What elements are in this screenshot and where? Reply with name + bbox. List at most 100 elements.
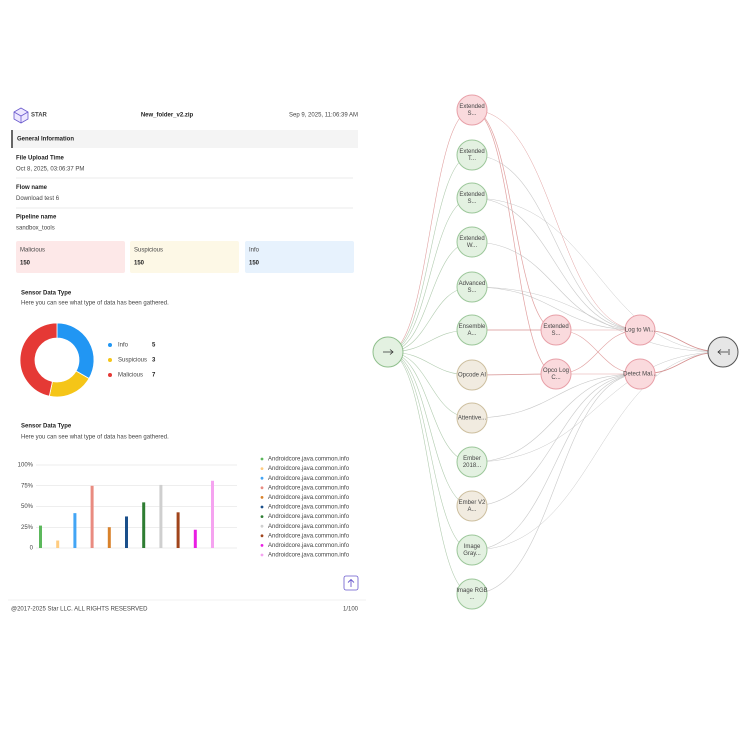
bar [125, 516, 128, 548]
flow-edge [471, 286, 724, 353]
node-label: 2018... [463, 463, 482, 469]
legend-dot [260, 524, 264, 528]
legend-label: Androidcore.java.common.info [268, 485, 350, 491]
node-label: S... [467, 199, 476, 205]
page-number: 1/100 [343, 607, 359, 613]
flow-edge [471, 241, 641, 331]
flow-edge [471, 373, 641, 507]
legend-dot [108, 343, 112, 347]
node-label: W... [467, 243, 478, 249]
legend-label: Androidcore.java.common.info [268, 466, 350, 472]
field-label: Flow name [16, 185, 48, 191]
field-label: File Upload Time [16, 156, 65, 162]
bar [56, 540, 60, 548]
flow-edge [471, 197, 724, 353]
flow-node [540, 358, 572, 390]
legend-dot [260, 544, 264, 547]
flow-node [456, 226, 488, 258]
file-name: New_folder_v2.zip [141, 113, 194, 119]
node-label: Ember [463, 456, 481, 462]
flow-edge [471, 351, 724, 551]
legend-dot [108, 373, 112, 377]
node-label: Image [464, 544, 481, 550]
bar [39, 525, 42, 548]
flow-node [456, 314, 488, 346]
copyright: @2017-2025 Star LLC. ALL RIGHTS RESESRVE… [11, 607, 148, 613]
bar [176, 512, 180, 548]
summary-card [16, 241, 125, 273]
flow-node [456, 490, 488, 522]
card-value: 150 [249, 261, 260, 267]
start-node[interactable] [372, 336, 404, 368]
legend-label: Androidcore.java.common.info [268, 457, 350, 463]
legend-value: 3 [152, 358, 156, 364]
summary-card [130, 241, 239, 273]
field-value: sandbox_tools [16, 226, 55, 232]
donut-slice [56, 322, 95, 380]
legend-label: Androidcore.java.common.info [268, 553, 350, 559]
legend-label: Androidcore.java.common.info [268, 533, 350, 539]
end-node[interactable] [707, 336, 739, 368]
report-date: Sep 9, 2025, 11:06:39 AM [289, 113, 358, 119]
flow-node [456, 182, 488, 214]
flow-edge [471, 286, 641, 331]
flow-node [456, 446, 488, 478]
logo-icon [13, 107, 29, 124]
flow-node [456, 94, 488, 126]
bar [107, 527, 111, 548]
legend-dot [260, 553, 264, 557]
legend-value: 5 [152, 343, 156, 349]
flow-node [456, 534, 488, 566]
flow-node [456, 402, 488, 434]
y-tick-label: 50% [21, 504, 34, 510]
flow-node [624, 314, 656, 346]
chart-subtitle: Here you can see what type of data has b… [21, 435, 169, 441]
section-bar [11, 130, 358, 148]
legend-dot [260, 534, 264, 538]
node-label: Extended [459, 192, 484, 198]
flow-edges [387, 109, 724, 595]
chart-title: Sensor Data Type [21, 291, 72, 297]
legend-dot [260, 515, 264, 518]
section-title: General Information [17, 137, 74, 143]
legend-label: Info [118, 343, 129, 349]
flow-edge [387, 351, 473, 595]
node-label: Advanced [459, 281, 486, 287]
legend-label: Androidcore.java.common.info [268, 514, 350, 520]
summary-card [245, 241, 354, 273]
node-label: A... [467, 507, 476, 513]
bar [142, 502, 146, 548]
bar [193, 529, 197, 548]
flow-edge [387, 351, 473, 551]
chart-title: Sensor Data Type [21, 424, 72, 430]
flow-edge [387, 109, 473, 353]
legend-label: Androidcore.java.common.info [268, 543, 350, 549]
card-label: Info [249, 248, 260, 254]
y-tick-label: 100% [18, 463, 34, 469]
legend-label: Androidcore.java.common.info [268, 476, 350, 482]
node-label: Attentive... [458, 416, 487, 422]
card-label: Malicious [20, 248, 45, 254]
legend-dot [260, 486, 264, 490]
legend-dot [108, 358, 112, 362]
node-label: Image RGB [456, 588, 487, 594]
card-value: 150 [134, 261, 145, 267]
y-tick-label: 75% [21, 483, 34, 489]
node-label: Gray... [463, 551, 481, 557]
logo-text: STAR [31, 113, 48, 119]
card-label: Suspicious [134, 248, 163, 254]
flow-edge [471, 373, 641, 419]
flow-edge [471, 373, 641, 595]
scroll-top-button[interactable] [343, 575, 359, 591]
node-label: A... [467, 331, 476, 337]
chart-subtitle: Here you can see what type of data has b… [21, 301, 169, 307]
y-tick-label: 25% [21, 525, 34, 531]
donut-slice [48, 370, 90, 398]
node-label: Ember V2 [459, 500, 486, 506]
legend-label: Androidcore.java.common.info [268, 495, 350, 501]
field-value: Oct 8, 2025, 03:06:37 PM [16, 167, 84, 173]
node-label: Opco Log [543, 368, 569, 374]
flow-node [456, 359, 488, 391]
legend-dot [260, 467, 264, 470]
flow-edge [471, 154, 641, 331]
